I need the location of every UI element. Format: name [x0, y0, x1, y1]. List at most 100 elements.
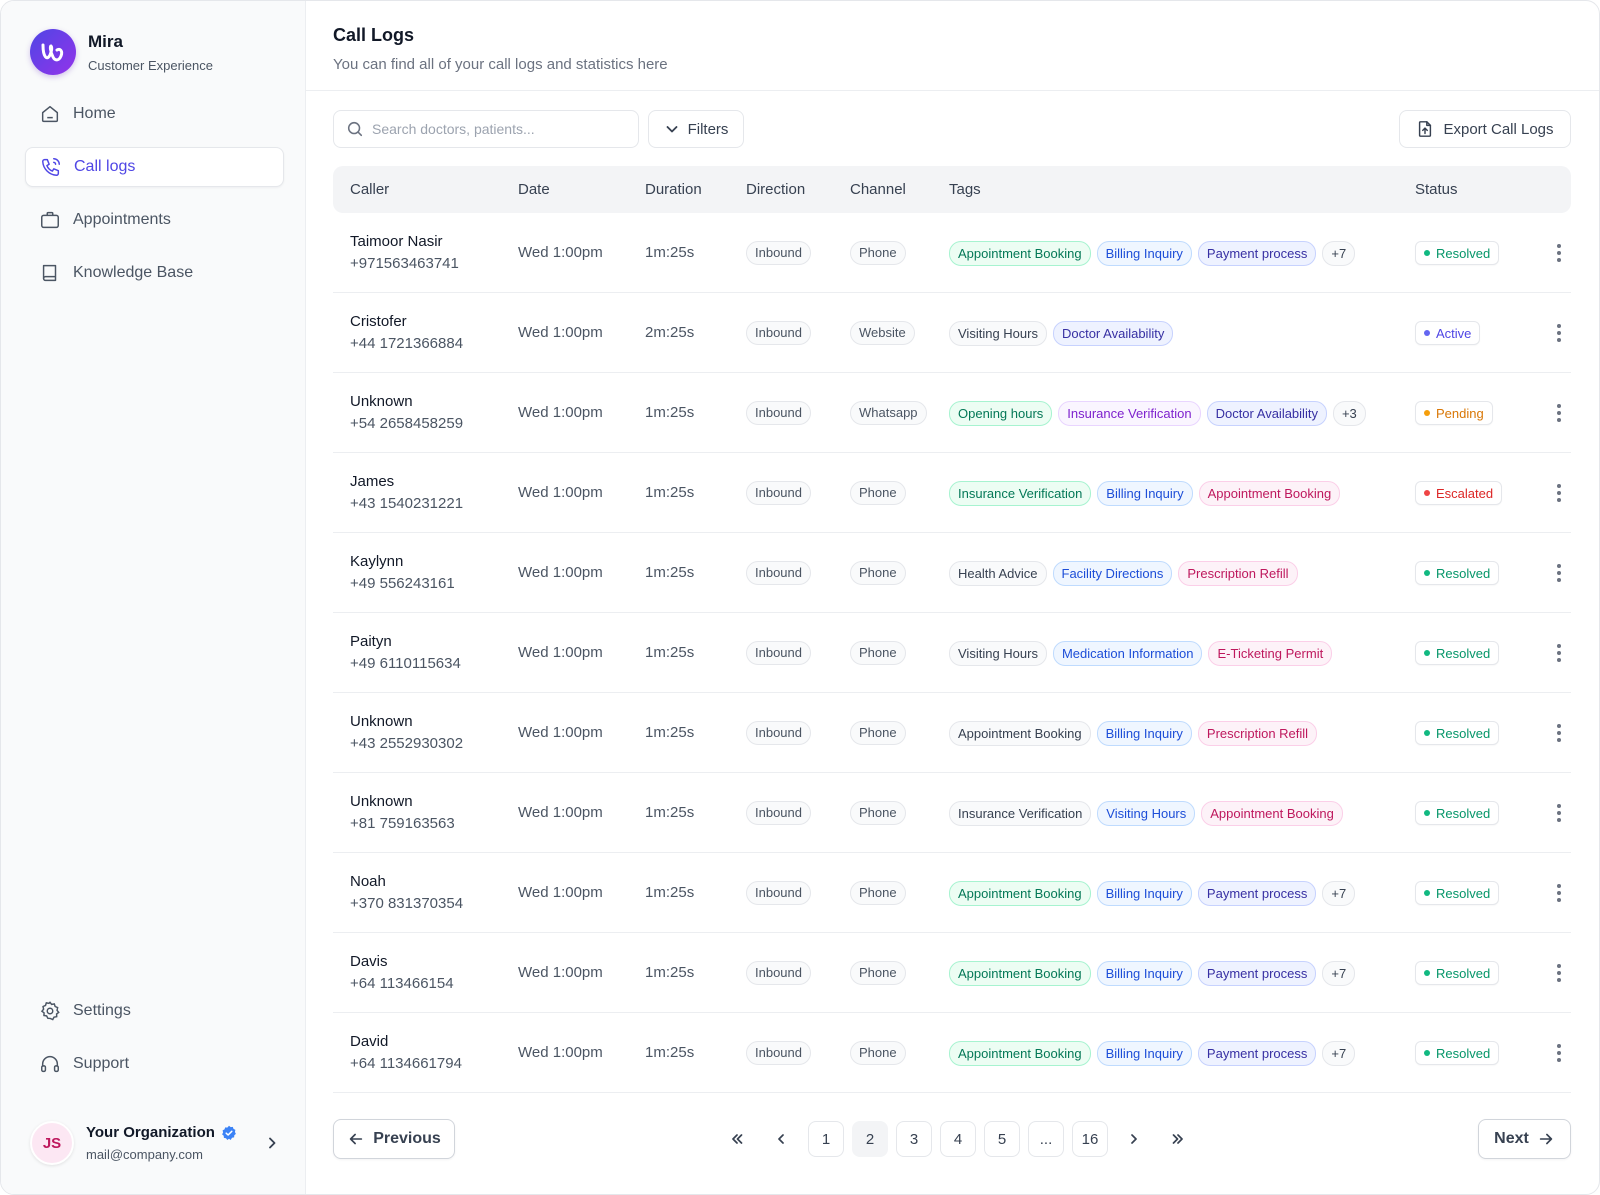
export-call-logs-button[interactable]: Export Call Logs — [1399, 110, 1571, 148]
tag-chip[interactable]: E-Ticketing Permit — [1208, 641, 1333, 666]
row-actions-kebab-icon[interactable] — [1551, 321, 1567, 345]
page-button-16[interactable]: 16 — [1072, 1121, 1108, 1157]
sidebar-item-label: Appointments — [73, 211, 171, 228]
page-button-3[interactable]: 3 — [896, 1121, 932, 1157]
tag-chip[interactable]: Billing Inquiry — [1097, 481, 1193, 506]
tag-chip[interactable]: Billing Inquiry — [1096, 721, 1192, 746]
tag-chip[interactable]: Doctor Availability — [1052, 321, 1174, 346]
sidebar-item-knowledge-base[interactable]: Knowledge Base — [25, 253, 284, 293]
brand[interactable]: Mira Customer Experience — [30, 29, 213, 75]
tag-chip[interactable]: Opening hours — [949, 401, 1053, 426]
row-actions-kebab-icon[interactable] — [1551, 561, 1567, 585]
home-icon — [41, 105, 59, 123]
table-row[interactable]: Cristofer +44 1721366884 Wed 1:00pm 2m:25s I… — [333, 293, 1571, 373]
table-row[interactable]: Unknown +43 2552930302 Wed 1:00pm 1m:25s Inb… — [333, 693, 1571, 773]
call-duration: 1m:25s — [645, 1044, 695, 1061]
table-row[interactable]: Paityn +49 6110115634 Wed 1:00pm 1m:25s Inbo… — [333, 613, 1571, 693]
column-header-status[interactable]: Status — [1415, 181, 1458, 198]
row-actions-kebab-icon[interactable] — [1551, 881, 1567, 905]
tag-chip[interactable]: Payment process — [1197, 961, 1317, 986]
more-tags-chip[interactable]: +7 — [1322, 881, 1356, 906]
tag-chip[interactable]: Appointment Booking — [1198, 481, 1341, 506]
more-tags-chip[interactable]: +7 — [1322, 1041, 1356, 1066]
tag-chip[interactable]: Medication Information — [1052, 641, 1203, 666]
prev-page-button[interactable] — [763, 1121, 799, 1157]
last-page-button[interactable] — [1160, 1121, 1196, 1157]
column-header-channel[interactable]: Channel — [850, 181, 906, 198]
row-actions-kebab-icon[interactable] — [1551, 721, 1567, 745]
table-row[interactable]: Davis +64 113466154 Wed 1:00pm 1m:25s Inboun… — [333, 933, 1571, 1013]
row-actions-kebab-icon[interactable] — [1551, 641, 1567, 665]
tag-chip[interactable]: Prescription Refill — [1197, 721, 1318, 746]
table-row[interactable]: Noah +370 831370354 Wed 1:00pm 1m:25s Inboun… — [333, 853, 1571, 933]
next-button[interactable]: Next — [1478, 1119, 1571, 1159]
tag-chip[interactable]: Visiting Hours — [1097, 801, 1196, 826]
tag-chip[interactable]: Billing Inquiry — [1096, 881, 1192, 906]
table-row[interactable]: James +43 1540231221 Wed 1:00pm 1m:25s Inbou… — [333, 453, 1571, 533]
page-button-5[interactable]: 5 — [984, 1121, 1020, 1157]
page-button-2[interactable]: 2 — [852, 1121, 888, 1157]
sidebar-item-appointments[interactable]: Appointments — [25, 200, 284, 240]
tag-chip[interactable]: Insurance Verification — [1058, 401, 1201, 426]
tag-chip[interactable]: Insurance Verification — [949, 481, 1092, 506]
tag-chip[interactable]: Appointment Booking — [1201, 801, 1343, 826]
tag-chip[interactable]: Appointment Booking — [949, 721, 1091, 746]
sidebar-item-settings[interactable]: Settings — [25, 991, 284, 1031]
sidebar-item-support[interactable]: Support — [25, 1044, 284, 1084]
row-actions-kebab-icon[interactable] — [1551, 801, 1567, 825]
more-tags-chip[interactable]: +7 — [1322, 961, 1356, 986]
call-logs-table: Caller Date Duration Direction Channel T… — [333, 166, 1571, 1093]
tag-chip[interactable]: Visiting Hours — [949, 321, 1047, 346]
previous-button[interactable]: Previous — [333, 1119, 455, 1159]
table-row[interactable]: Kaylynn +49 556243161 Wed 1:00pm 1m:25s Inbo… — [333, 533, 1571, 613]
sidebar-item-home[interactable]: Home — [25, 94, 284, 134]
tag-chip[interactable]: Billing Inquiry — [1096, 961, 1192, 986]
tag-chip[interactable]: Payment process — [1197, 241, 1317, 266]
row-actions-kebab-icon[interactable] — [1551, 961, 1567, 985]
sidebar-item-call-logs[interactable]: Call logs — [25, 147, 284, 187]
direction-badge: Inbound — [746, 801, 811, 825]
toolbar: Filters Export Call Logs — [333, 110, 1571, 148]
tag-chip[interactable]: Payment process — [1197, 1041, 1317, 1066]
filters-button[interactable]: Filters — [648, 110, 744, 148]
page-button-4[interactable]: 4 — [940, 1121, 976, 1157]
search-input[interactable] — [372, 121, 632, 137]
table-row[interactable]: Unknown +81 759163563 Wed 1:00pm 1m:25s Inbo… — [333, 773, 1571, 853]
column-header-direction[interactable]: Direction — [746, 181, 806, 198]
page-button-1[interactable]: 1 — [808, 1121, 844, 1157]
tag-chip[interactable]: Appointment Booking — [949, 881, 1091, 906]
tag-chip[interactable]: Visiting Hours — [949, 641, 1047, 666]
next-page-button[interactable] — [1116, 1121, 1152, 1157]
tag-chip[interactable]: Insurance Verification — [949, 801, 1092, 826]
chevron-down-icon — [666, 126, 677, 133]
column-header-date[interactable]: Date — [518, 181, 550, 198]
tag-chip[interactable]: Payment process — [1197, 881, 1317, 906]
row-actions-kebab-icon[interactable] — [1551, 1041, 1567, 1065]
tag-chip[interactable]: Appointment Booking — [949, 961, 1091, 986]
first-page-button[interactable] — [719, 1121, 755, 1157]
tag-chip[interactable]: Appointment Booking — [949, 1041, 1091, 1066]
tag-chip[interactable]: Billing Inquiry — [1096, 1041, 1192, 1066]
table-row[interactable]: David +64 1134661794 Wed 1:00pm 1m:25s Inbou… — [333, 1013, 1571, 1093]
tag-chip[interactable]: Doctor Availability — [1206, 401, 1327, 426]
more-tags-chip[interactable]: +7 — [1322, 241, 1356, 266]
tag-chip[interactable]: Facility Directions — [1052, 561, 1173, 586]
tag-chip[interactable]: Billing Inquiry — [1096, 241, 1192, 266]
row-actions-kebab-icon[interactable] — [1551, 401, 1567, 425]
tag-chip[interactable]: Prescription Refill — [1178, 561, 1298, 586]
tag-list: Appointment Booking Billing Inquiry Paymen… — [949, 241, 1356, 266]
row-actions-kebab-icon[interactable] — [1551, 241, 1567, 265]
column-header-tags[interactable]: Tags — [949, 181, 981, 198]
table-row[interactable]: Unknown +54 2658458259 Wed 1:00pm 1m:25s Inb… — [333, 373, 1571, 453]
call-duration: 1m:25s — [645, 964, 695, 981]
more-tags-chip[interactable]: +3 — [1332, 401, 1366, 426]
column-header-caller[interactable]: Caller — [350, 181, 390, 198]
column-header-duration[interactable]: Duration — [645, 181, 702, 198]
table-row[interactable]: Taimoor Nasir +971563463741 Wed 1:00pm 1m:2… — [333, 213, 1571, 293]
organization-switcher[interactable]: JS Your Organization mail@company.com — [30, 1121, 280, 1165]
row-actions-kebab-icon[interactable] — [1551, 481, 1567, 505]
tag-chip[interactable]: Appointment Booking — [949, 241, 1091, 266]
search-box[interactable] — [333, 110, 639, 148]
tag-list: Appointment Booking Billing Inquiry Prescr… — [949, 721, 1318, 746]
tag-chip[interactable]: Health Advice — [949, 561, 1047, 586]
